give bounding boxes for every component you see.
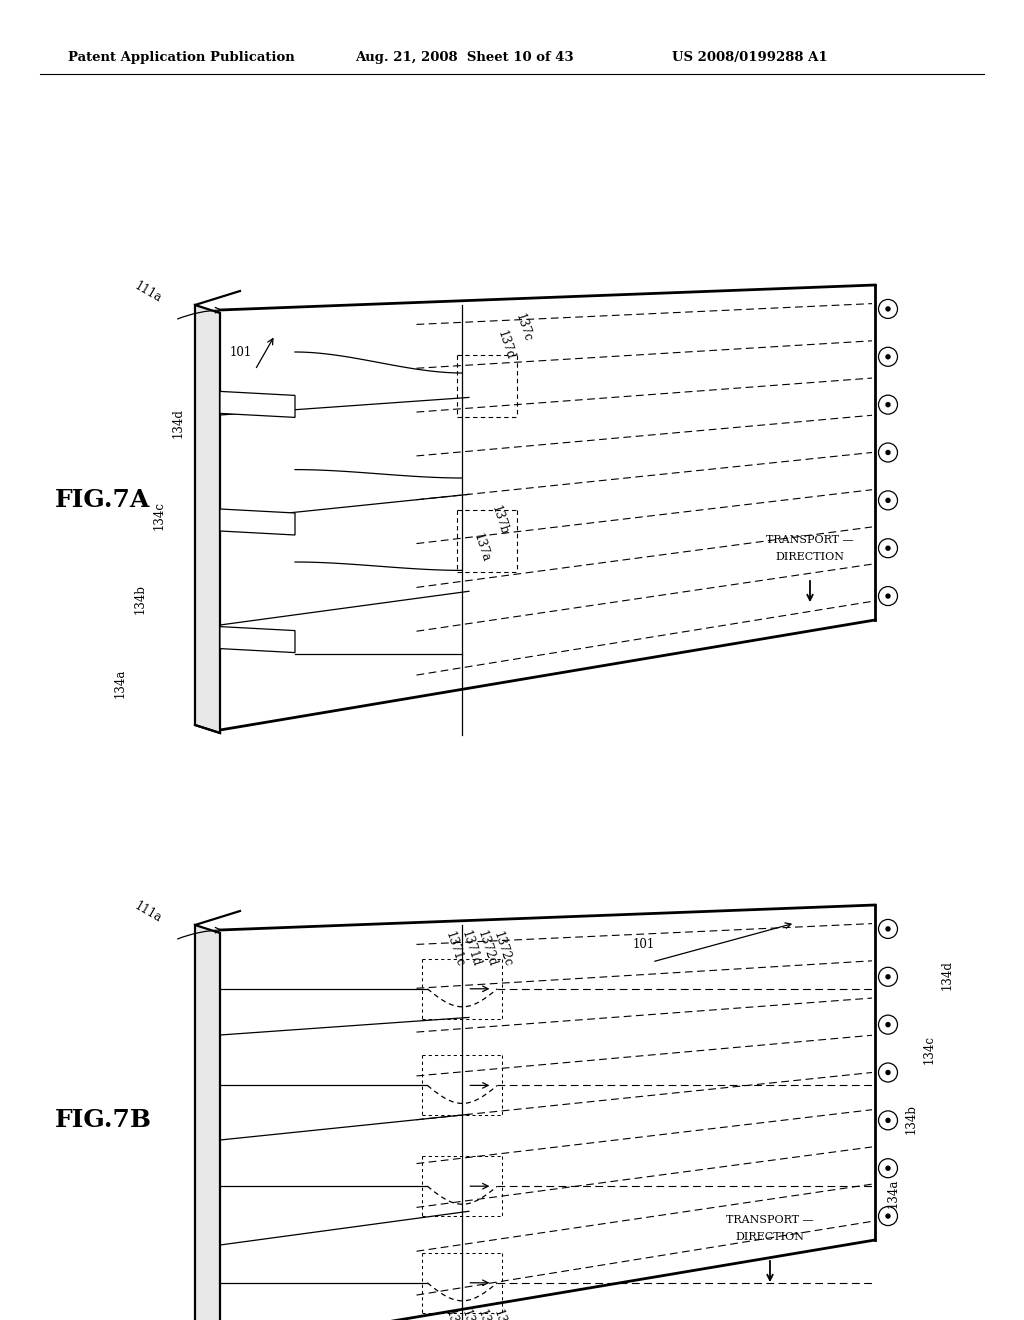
Text: US 2008/0199288 A1: US 2008/0199288 A1 [672,50,827,63]
Text: DIRECTION: DIRECTION [735,1232,805,1242]
Text: 1372c: 1372c [490,929,514,968]
Circle shape [886,355,890,359]
Polygon shape [220,392,295,417]
Circle shape [886,403,890,407]
Text: 1371c: 1371c [442,929,466,968]
Text: 111a: 111a [132,899,164,925]
Text: 137c: 137c [512,313,534,343]
Circle shape [886,499,890,503]
Text: 134c: 134c [153,500,166,529]
Circle shape [886,974,890,979]
Polygon shape [195,305,220,733]
Text: 1371d: 1371d [459,929,482,969]
Text: 134a: 134a [887,1179,899,1208]
Text: 111a: 111a [132,279,164,305]
Text: 134b: 134b [133,583,146,614]
Text: Aug. 21, 2008  Sheet 10 of 43: Aug. 21, 2008 Sheet 10 of 43 [355,50,573,63]
Text: Patent Application Publication: Patent Application Publication [68,50,295,63]
Text: 134c: 134c [923,1035,936,1064]
Text: 1372d: 1372d [474,929,499,969]
Polygon shape [220,627,295,652]
Circle shape [886,308,890,312]
Text: 101: 101 [633,939,655,952]
Polygon shape [195,925,220,1320]
Text: 137d: 137d [495,329,516,362]
Circle shape [886,1023,890,1027]
Text: FIG.7A: FIG.7A [55,488,151,512]
Text: 137a: 137a [470,532,492,564]
Text: TRANSPORT —: TRANSPORT — [766,535,854,545]
Text: 137b: 137b [488,504,510,536]
Circle shape [886,1166,890,1171]
Polygon shape [220,510,295,535]
Circle shape [886,594,890,598]
Text: DIRECTION: DIRECTION [775,552,845,562]
Text: 101: 101 [230,346,252,359]
Circle shape [886,1214,890,1218]
Text: 1371b: 1371b [490,1308,514,1320]
Circle shape [886,546,890,550]
Circle shape [886,1118,890,1122]
Text: 134d: 134d [171,408,184,437]
Circle shape [886,1071,890,1074]
Circle shape [886,450,890,454]
Text: FIG.7B: FIG.7B [55,1107,152,1133]
Text: 134d: 134d [940,961,953,990]
Text: 134a: 134a [114,668,127,698]
Text: 134b: 134b [904,1105,918,1134]
Text: TRANSPORT —: TRANSPORT — [726,1214,814,1225]
Text: 1371a: 1371a [474,1308,498,1320]
Text: 1372b: 1372b [442,1308,466,1320]
Text: 1372a: 1372a [459,1308,482,1320]
Circle shape [886,927,890,931]
